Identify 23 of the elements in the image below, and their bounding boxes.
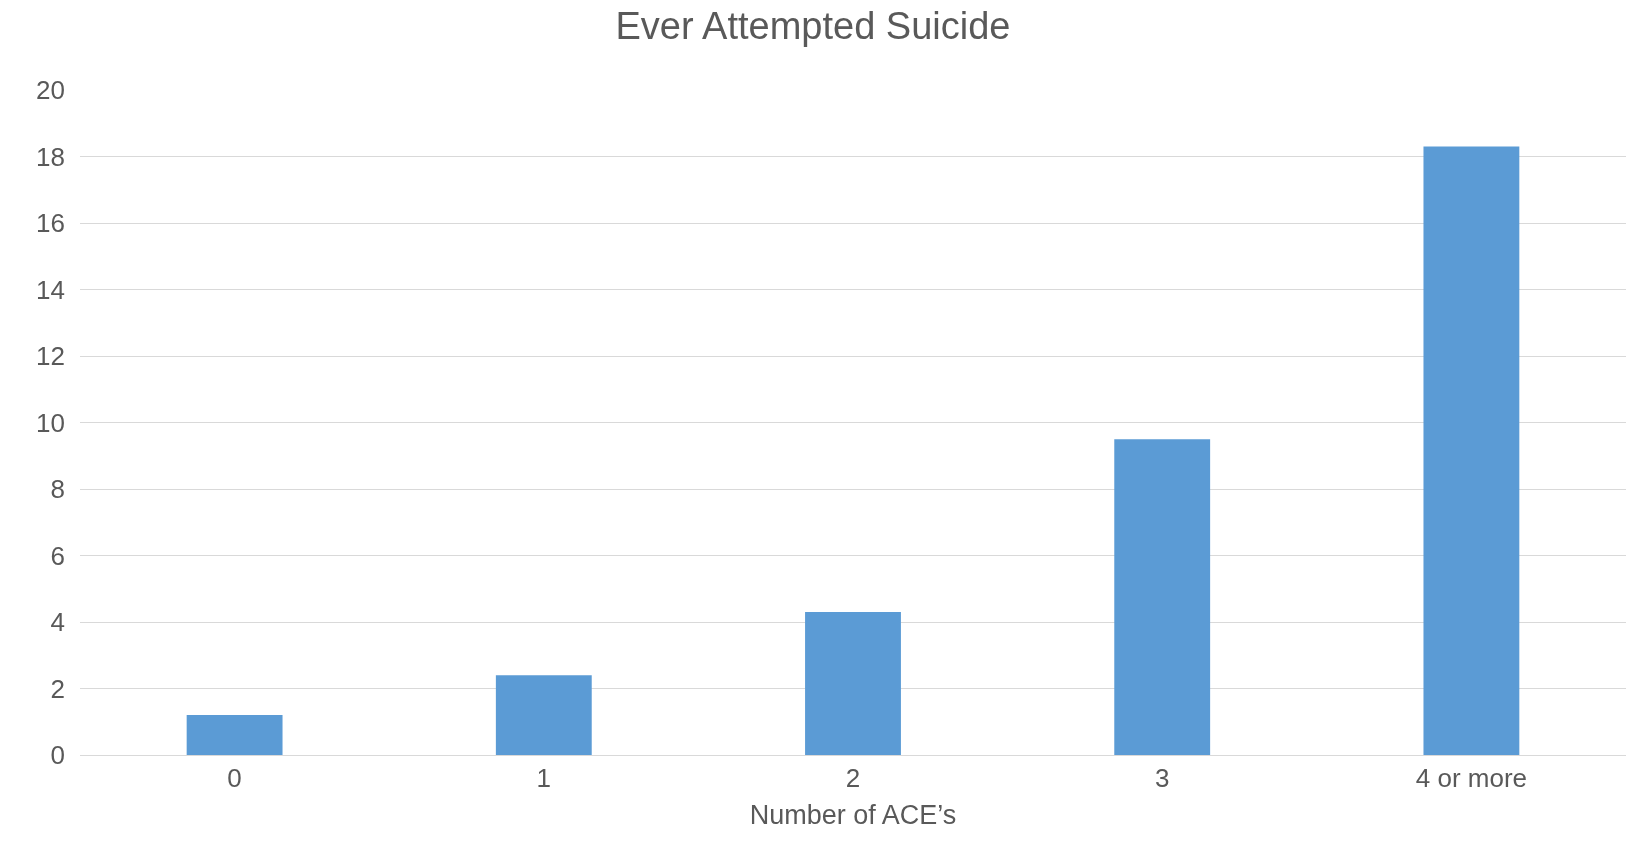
x-tick-label: 2: [845, 763, 861, 794]
y-tick-label: 2: [50, 673, 65, 704]
y-tick-label: 8: [50, 474, 65, 505]
y-tick-label: 4: [50, 607, 65, 638]
x-tick-label: 4 or more: [1415, 763, 1528, 794]
x-tick-label: 3: [1154, 763, 1170, 794]
y-tick-label: 18: [36, 141, 65, 172]
x-axis-title: Number of ACE’s: [749, 799, 957, 830]
y-tick-label: 0: [50, 740, 65, 771]
x-tick-label: 1: [536, 763, 552, 794]
y-tick-label: 14: [36, 274, 65, 305]
y-tick-label: 16: [36, 208, 65, 239]
bar: [186, 715, 283, 755]
bar: [1114, 439, 1211, 755]
bar: [495, 675, 592, 755]
y-tick-label: 12: [36, 341, 65, 372]
chart-title: Ever Attempted Suicide: [615, 5, 1011, 48]
bar: [805, 612, 901, 755]
x-tick-label: 0: [227, 763, 242, 794]
y-tick-label: 6: [50, 540, 65, 571]
y-tick-label: 20: [36, 75, 65, 106]
y-tick-label: 10: [36, 407, 65, 438]
bar: [1423, 146, 1520, 755]
